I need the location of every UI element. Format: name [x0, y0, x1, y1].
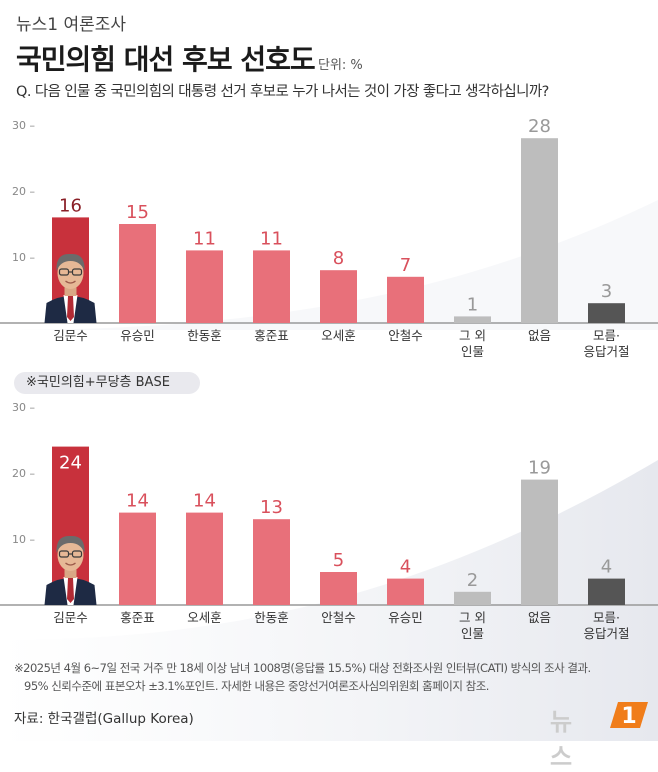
- category-label-c0-8: 모름·: [593, 328, 620, 343]
- y-tick-label: 30 –: [12, 119, 35, 132]
- chart-ppp-independent-base: 10 –20 –30 –24김문수14홍준표14오세훈13한동훈5안철수4유승민…: [0, 401, 658, 641]
- bar-c1-2: [186, 512, 223, 605]
- logo-mark-icon: 1: [610, 702, 648, 729]
- category-label-c1-4: 안철수: [321, 610, 356, 625]
- bar-c1-8: [588, 578, 625, 605]
- category-label-c0-6: 인물: [461, 344, 484, 359]
- value-label-c1-1: 14: [126, 491, 149, 512]
- category-label-c1-8: 응답거절: [583, 626, 629, 641]
- bar-c0-1: [119, 224, 156, 323]
- value-label-c0-4: 8: [333, 248, 344, 269]
- value-label-c0-8: 3: [601, 281, 612, 302]
- category-label-c1-2: 오세훈: [187, 610, 222, 625]
- candidate-portrait: [44, 535, 97, 605]
- value-label-c0-3: 11: [260, 228, 283, 249]
- value-label-c1-4: 5: [333, 550, 344, 571]
- category-label-c0-8: 응답거절: [583, 344, 629, 359]
- y-tick-label: 10 –: [12, 533, 35, 546]
- bar-c1-7: [521, 479, 558, 605]
- brand-label: 뉴스1 여론조사: [16, 15, 127, 35]
- value-label-c1-0: 24: [59, 453, 82, 474]
- y-tick-label: 20 –: [12, 467, 35, 480]
- y-tick-label: 30 –: [12, 401, 35, 414]
- bar-c1-4: [320, 572, 357, 605]
- y-tick-label: 10 –: [12, 251, 35, 264]
- category-label-c0-7: 없음: [528, 328, 551, 343]
- bar-c0-7: [521, 138, 558, 323]
- bar-c0-3: [253, 250, 290, 323]
- category-label-c0-1: 유승민: [120, 328, 155, 343]
- value-label-c0-7: 28: [528, 116, 551, 137]
- value-label-c1-3: 13: [260, 497, 283, 518]
- category-label-c0-6: 그 외: [459, 328, 486, 343]
- unit-label: 단위: %: [318, 58, 363, 73]
- logo-text: 뉴스: [550, 708, 572, 771]
- bar-c0-4: [320, 270, 357, 323]
- value-label-c0-2: 11: [193, 228, 216, 249]
- background-swoosh: [0, 460, 658, 741]
- bar-c1-6: [454, 591, 491, 605]
- category-label-c0-2: 한동훈: [187, 328, 222, 343]
- value-label-c0-5: 7: [400, 255, 411, 276]
- bar-c0-2: [186, 250, 223, 323]
- survey-question: Q. 다음 인물 중 국민의힘의 대통령 선거 후보로 누가 나서는 것이 가장…: [16, 84, 549, 100]
- value-label-c1-8: 4: [601, 557, 612, 578]
- value-label-c0-6: 1: [467, 294, 478, 315]
- category-label-c1-3: 한동훈: [254, 610, 289, 625]
- category-label-c0-3: 홍준표: [254, 328, 289, 343]
- logo-mark: 1: [621, 704, 636, 729]
- bar-c0-5: [387, 276, 424, 323]
- bar-c1-1: [119, 512, 156, 605]
- base-label: ※국민의힘+무당층 BASE: [14, 372, 200, 394]
- category-label-c1-5: 유승민: [388, 610, 423, 625]
- category-label-c0-4: 오세훈: [321, 328, 356, 343]
- category-label-c1-6: 인물: [461, 626, 484, 641]
- source-label: 자료: 한국갤럽(Gallup Korea): [14, 711, 194, 727]
- bar-c0-6: [454, 316, 491, 323]
- value-label-c1-6: 2: [467, 570, 478, 591]
- category-label-c1-7: 없음: [528, 610, 551, 625]
- value-label-c0-1: 15: [126, 202, 149, 223]
- footnote-line-2: 95% 신뢰수준에 표본오차 ±3.1%포인트. 자세한 내용은 중앙선거여론조…: [24, 679, 489, 693]
- page-title: 국민의힘 대선 후보 선호도: [16, 43, 316, 76]
- category-label-c1-1: 홍준표: [120, 610, 155, 625]
- value-label-c1-2: 14: [193, 491, 216, 512]
- value-label-c1-5: 4: [400, 557, 411, 578]
- category-label-c1-8: 모름·: [593, 610, 620, 625]
- candidate-portrait: [44, 253, 97, 323]
- bar-c1-3: [253, 519, 290, 605]
- y-tick-label: 20 –: [12, 185, 35, 198]
- category-label-c0-0: 김문수: [53, 328, 88, 343]
- value-label-c0-0: 16: [59, 195, 82, 216]
- bar-c0-8: [588, 303, 625, 323]
- bar-c1-5: [387, 578, 424, 605]
- category-label-c1-0: 김문수: [53, 610, 88, 625]
- footnote-line-1: ※2025년 4월 6~7일 전국 거주 만 18세 이상 남녀 1008명(응…: [14, 661, 591, 675]
- chart-all-respondents: 10 – 20 – 30 – 16 김문수 15 유승민 11 한동훈 11 홍준표 8 오세훈 7 안철수…: [0, 116, 658, 359]
- category-label-c0-5: 안철수: [388, 328, 423, 343]
- value-label-c1-7: 19: [528, 458, 551, 479]
- category-label-c1-6: 그 외: [459, 610, 486, 625]
